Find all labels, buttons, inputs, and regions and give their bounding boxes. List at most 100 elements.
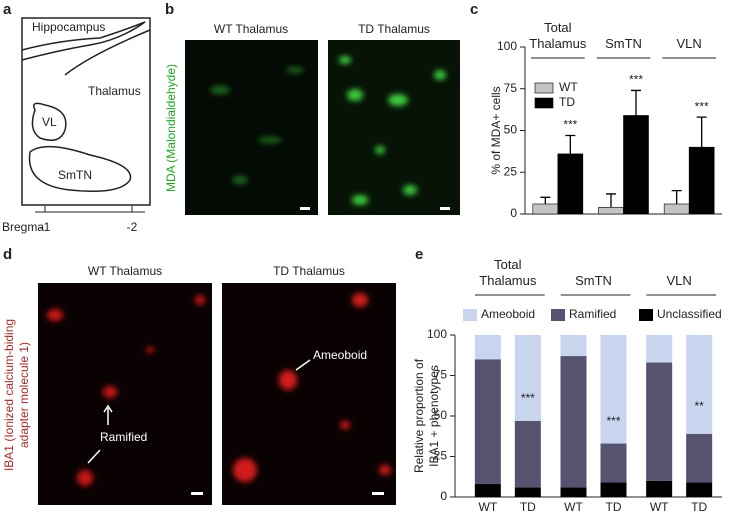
- error-bar: [540, 196, 551, 204]
- group-heading: VLN: [676, 36, 702, 51]
- error-bar: [565, 134, 576, 154]
- group-heading: SmTN: [575, 273, 612, 288]
- region-label: VL: [42, 115, 57, 129]
- image-annotation: Ameoboid: [313, 348, 367, 362]
- y-tick-label: 100: [497, 39, 517, 53]
- panel-letter: b: [165, 1, 174, 18]
- y-tick-label: 75: [434, 368, 448, 382]
- group-heading: Total Thalamus: [479, 257, 537, 288]
- bar-segment: [600, 443, 627, 483]
- significance: ***: [521, 391, 535, 405]
- bar: [557, 153, 584, 215]
- y-tick-label: 25: [504, 164, 518, 178]
- atlas-frame: [21, 17, 151, 206]
- panel-letter: e: [415, 246, 423, 263]
- x-tick-label: TD: [691, 500, 707, 514]
- group-heading: VLN: [666, 273, 692, 288]
- bar-segment: [600, 335, 627, 444]
- y-tick-label: 75: [504, 81, 518, 95]
- legend-swatch: [551, 309, 565, 321]
- legend-label: Ameoboid: [481, 307, 535, 321]
- y-tick-label: 50: [434, 408, 448, 422]
- legend-swatch: [534, 97, 554, 109]
- bar-segment: [474, 484, 501, 497]
- hippocampus-outline: [21, 21, 146, 61]
- group-heading: Total Thalamus: [529, 20, 587, 51]
- smtn-outline: [28, 145, 132, 192]
- bar: [663, 203, 690, 215]
- y-tick-label: 0: [510, 206, 517, 220]
- y-tick-label: 25: [434, 449, 448, 463]
- panel-letter: d: [3, 246, 12, 263]
- bar-segment: [514, 487, 541, 497]
- legend-label: WT: [559, 80, 578, 94]
- micrograph: [328, 40, 460, 215]
- scale-bar: [372, 492, 384, 495]
- image-ylabel: adapter molecule 1): [17, 342, 31, 448]
- bar-segment: [474, 359, 501, 485]
- legend-swatch: [534, 82, 554, 94]
- arrow-head: [103, 404, 113, 413]
- region-label: Thalamus: [88, 84, 141, 98]
- y-axis-label: IBA1 + phenotypes: [427, 365, 441, 467]
- significance: ***: [563, 118, 577, 132]
- bar-segment: [514, 420, 541, 488]
- x-tick-label: WT: [564, 500, 583, 514]
- bar-segment: [560, 487, 587, 497]
- y-tick-label: 50: [504, 123, 518, 137]
- legend-swatch: [463, 309, 477, 321]
- panel-letter: c: [470, 1, 478, 18]
- legend-label: TD: [559, 95, 575, 109]
- significance: ***: [695, 99, 709, 113]
- image-title: WT Thalamus: [88, 264, 162, 278]
- bar-segment: [474, 335, 501, 360]
- micrograph: [38, 283, 212, 505]
- legend-label: Ramified: [569, 307, 616, 321]
- scale-bar: [440, 207, 450, 210]
- region-label: SmTN: [58, 168, 92, 182]
- bar-segment: [686, 482, 713, 497]
- micrograph-texture: [210, 67, 304, 184]
- error-bar: [631, 89, 641, 116]
- vl-outline: [31, 102, 67, 141]
- x-tick-label: TD: [606, 500, 622, 514]
- bregma-tick-label: -2: [127, 220, 138, 234]
- significance: ***: [629, 73, 643, 87]
- significance: ***: [606, 414, 620, 428]
- panel-letter: a: [3, 1, 12, 18]
- significance: **: [694, 399, 704, 413]
- bar: [532, 203, 559, 215]
- x-tick-label: WT: [479, 500, 498, 514]
- image-title: TD Thalamus: [273, 264, 345, 278]
- y-tick-label: 100: [427, 327, 447, 341]
- micrograph-texture: [339, 56, 446, 205]
- bregma-label: Bregma: [2, 220, 44, 234]
- boundary: [64, 29, 151, 76]
- arrow: [87, 449, 101, 464]
- micrograph: [185, 40, 318, 215]
- bar: [598, 207, 624, 215]
- bar-segment: [646, 480, 673, 497]
- error-bar: [671, 189, 682, 204]
- micrograph-texture: [47, 295, 205, 486]
- legend-label: Unclassified: [657, 307, 722, 321]
- image-ylabel: IBA1 (Ionized calcium-biding: [2, 319, 16, 471]
- scale-bar: [300, 207, 310, 210]
- bar-segment: [514, 335, 541, 421]
- bar: [688, 146, 715, 215]
- y-axis-label: Relative proportion of: [412, 358, 426, 473]
- micrograph-texture: [233, 293, 391, 482]
- image-title: TD Thalamus: [358, 22, 430, 36]
- bar-segment: [600, 482, 627, 497]
- arrow: [295, 359, 311, 371]
- bar: [623, 115, 649, 215]
- region-label: Hippocampus: [32, 20, 105, 34]
- error-bar: [696, 116, 707, 148]
- error-bar: [606, 193, 616, 208]
- legend-swatch: [639, 309, 653, 321]
- image-annotation: Ramified: [100, 430, 147, 444]
- bregma-tick-label: -1: [40, 220, 51, 234]
- bar-segment: [646, 362, 673, 481]
